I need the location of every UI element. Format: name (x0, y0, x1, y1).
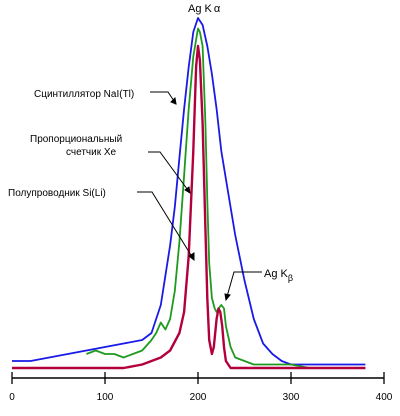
x-tick-label-200: 200 (190, 392, 207, 403)
leader-kb (224, 271, 262, 302)
leader-nai (150, 91, 177, 105)
leader-sili (137, 191, 195, 262)
leader-xe (148, 151, 191, 194)
series-line-3 (12, 44, 366, 370)
label-semiconductor: Полупроводник Si(Li) (8, 188, 106, 199)
label-proportional-line2: счетчик Xe (66, 147, 117, 158)
series-line-2 (86, 27, 366, 369)
x-axis: 0 100 200 300 400 (9, 372, 393, 403)
series-line-1 (12, 17, 366, 366)
label-nai-tl: Сцинтиллятор NaI(Tl) (34, 89, 134, 100)
series-group (12, 17, 366, 370)
label-proportional-line1: Пропорциональный (30, 134, 122, 145)
peak-label-ag-kb: Ag Kβ (264, 268, 293, 283)
x-tick-label-0: 0 (9, 392, 15, 403)
x-tick-label-100: 100 (97, 392, 114, 403)
x-tick-label-400: 400 (376, 392, 393, 403)
x-tick-label-300: 300 (283, 392, 300, 403)
